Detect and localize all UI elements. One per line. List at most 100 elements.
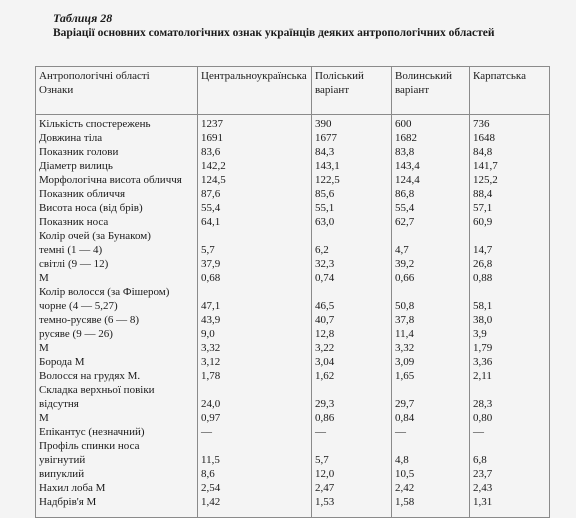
- cell-value: 3,22: [311, 341, 392, 355]
- table-row: Профіль спинки носа: [35, 439, 550, 453]
- cell-value: 1,79: [469, 341, 550, 355]
- table-title: Варіації основних соматологічних ознак у…: [53, 27, 495, 39]
- table-row: відсутня 24,0 29,3 29,7 28,3: [35, 397, 550, 411]
- cell-value: 83,8: [391, 145, 470, 159]
- table-row: Морфологічна висота обличчя 124,5 122,5 124…: [35, 173, 550, 187]
- table-body: Кількість спостережень 1237 390 600 736 Довжи…: [35, 114, 550, 518]
- row-label: М: [35, 271, 198, 285]
- cell-value: [311, 285, 392, 299]
- cell-value: 0,97: [197, 411, 312, 425]
- cell-value: [391, 229, 470, 243]
- cell-value: 85,6: [311, 187, 392, 201]
- row-label: М: [35, 341, 198, 355]
- cell-value: 47,1: [197, 299, 312, 313]
- cell-value: 6,2: [311, 243, 392, 257]
- cell-value: 1682: [391, 131, 470, 145]
- cell-value: 40,7: [311, 313, 392, 327]
- cell-value: [469, 439, 550, 453]
- cell-value: 3,36: [469, 355, 550, 369]
- table-row: Показник обличчя 87,6 85,6 86,8 88,4: [35, 187, 550, 201]
- row-label: відсутня: [35, 397, 198, 411]
- cell-value: 2,47: [311, 481, 392, 495]
- cell-value: 29,3: [311, 397, 392, 411]
- table-row: Кількість спостережень 1237 390 600 736: [35, 114, 550, 131]
- cell-value: 29,7: [391, 397, 470, 411]
- cell-value: 143,1: [311, 159, 392, 173]
- table-row: випуклий 8,6 12,0 10,5 23,7: [35, 467, 550, 481]
- row-label: Надбрів'я М: [35, 495, 198, 518]
- row-label: випуклий: [35, 467, 198, 481]
- cell-value: 38,0: [469, 313, 550, 327]
- row-label: темно-русяве (6 — 8): [35, 313, 198, 327]
- cell-value: 43,9: [197, 313, 312, 327]
- cell-value: 8,6: [197, 467, 312, 481]
- cell-value: 57,1: [469, 201, 550, 215]
- cell-value: 86,8: [391, 187, 470, 201]
- cell-value: —: [469, 425, 550, 439]
- cell-value: 3,32: [391, 341, 470, 355]
- cell-value: 3,32: [197, 341, 312, 355]
- cell-value: 143,4: [391, 159, 470, 173]
- cell-value: 32,3: [311, 257, 392, 271]
- cell-value: 55,4: [197, 201, 312, 215]
- cell-value: 3,12: [197, 355, 312, 369]
- cell-value: [469, 285, 550, 299]
- header-carpathian: Карпатська: [469, 66, 550, 115]
- cell-value: 26,8: [469, 257, 550, 271]
- cell-value: 64,1: [197, 215, 312, 229]
- table-row: Показник носа 64,1 63,0 62,7 60,9: [35, 215, 550, 229]
- cell-value: 55,1: [311, 201, 392, 215]
- cell-value: 46,5: [311, 299, 392, 313]
- cell-value: 62,7: [391, 215, 470, 229]
- table-row: М 0,68 0,74 0,66 0,88: [35, 271, 550, 285]
- cell-value: 88,4: [469, 187, 550, 201]
- row-label: Складка верхньої повіки: [35, 383, 198, 397]
- cell-value: —: [391, 425, 470, 439]
- cell-value: 4,8: [391, 453, 470, 467]
- cell-value: 12,8: [311, 327, 392, 341]
- row-label: Епікантус (незначний): [35, 425, 198, 439]
- cell-value: 9,0: [197, 327, 312, 341]
- cell-value: 83,6: [197, 145, 312, 159]
- cell-value: 24,0: [197, 397, 312, 411]
- table-row: Показник голови 83,6 84,3 83,8 84,8: [35, 145, 550, 159]
- row-label: чорне (4 — 5,27): [35, 299, 198, 313]
- cell-value: [469, 229, 550, 243]
- cell-value: [311, 229, 392, 243]
- header-polissia-variant: Поліський варіант: [311, 66, 392, 115]
- cell-value: 141,7: [469, 159, 550, 173]
- cell-value: 736: [469, 114, 550, 131]
- table-row: Волосся на грудях М. 1,78 1,62 1,65 2,11: [35, 369, 550, 383]
- cell-value: 5,7: [197, 243, 312, 257]
- cell-value: [197, 383, 312, 397]
- cell-value: 600: [391, 114, 470, 131]
- table-row: темно-русяве (6 — 8) 43,9 40,7 37,8 38,0: [35, 313, 550, 327]
- cell-value: [391, 439, 470, 453]
- cell-value: 10,5: [391, 467, 470, 481]
- cell-value: [311, 383, 392, 397]
- cell-value: 37,8: [391, 313, 470, 327]
- row-label: Колір очей (за Бунаком): [35, 229, 198, 243]
- cell-value: 55,4: [391, 201, 470, 215]
- cell-value: —: [311, 425, 392, 439]
- cell-value: 60,9: [469, 215, 550, 229]
- cell-value: [197, 439, 312, 453]
- table-row: чорне (4 — 5,27) 47,1 46,5 50,8 58,1: [35, 299, 550, 313]
- cell-value: 0,66: [391, 271, 470, 285]
- table-row: Борода М 3,12 3,04 3,09 3,36: [35, 355, 550, 369]
- table-row: Колір волосся (за Фішером): [35, 285, 550, 299]
- cell-value: 63,0: [311, 215, 392, 229]
- cell-value: 6,8: [469, 453, 550, 467]
- cell-value: 122,5: [311, 173, 392, 187]
- table-row: світлі (9 — 12) 37,9 32,3 39,2 26,8: [35, 257, 550, 271]
- cell-value: 87,6: [197, 187, 312, 201]
- cell-value: 125,2: [469, 173, 550, 187]
- cell-value: 1,78: [197, 369, 312, 383]
- table-row: М 0,97 0,86 0,84 0,80: [35, 411, 550, 425]
- row-label: Колір волосся (за Фішером): [35, 285, 198, 299]
- cell-value: 11,5: [197, 453, 312, 467]
- cell-value: 1,62: [311, 369, 392, 383]
- row-label: світлі (9 — 12): [35, 257, 198, 271]
- header-col-3-line2: варіант: [395, 84, 430, 96]
- cell-value: 1677: [311, 131, 392, 145]
